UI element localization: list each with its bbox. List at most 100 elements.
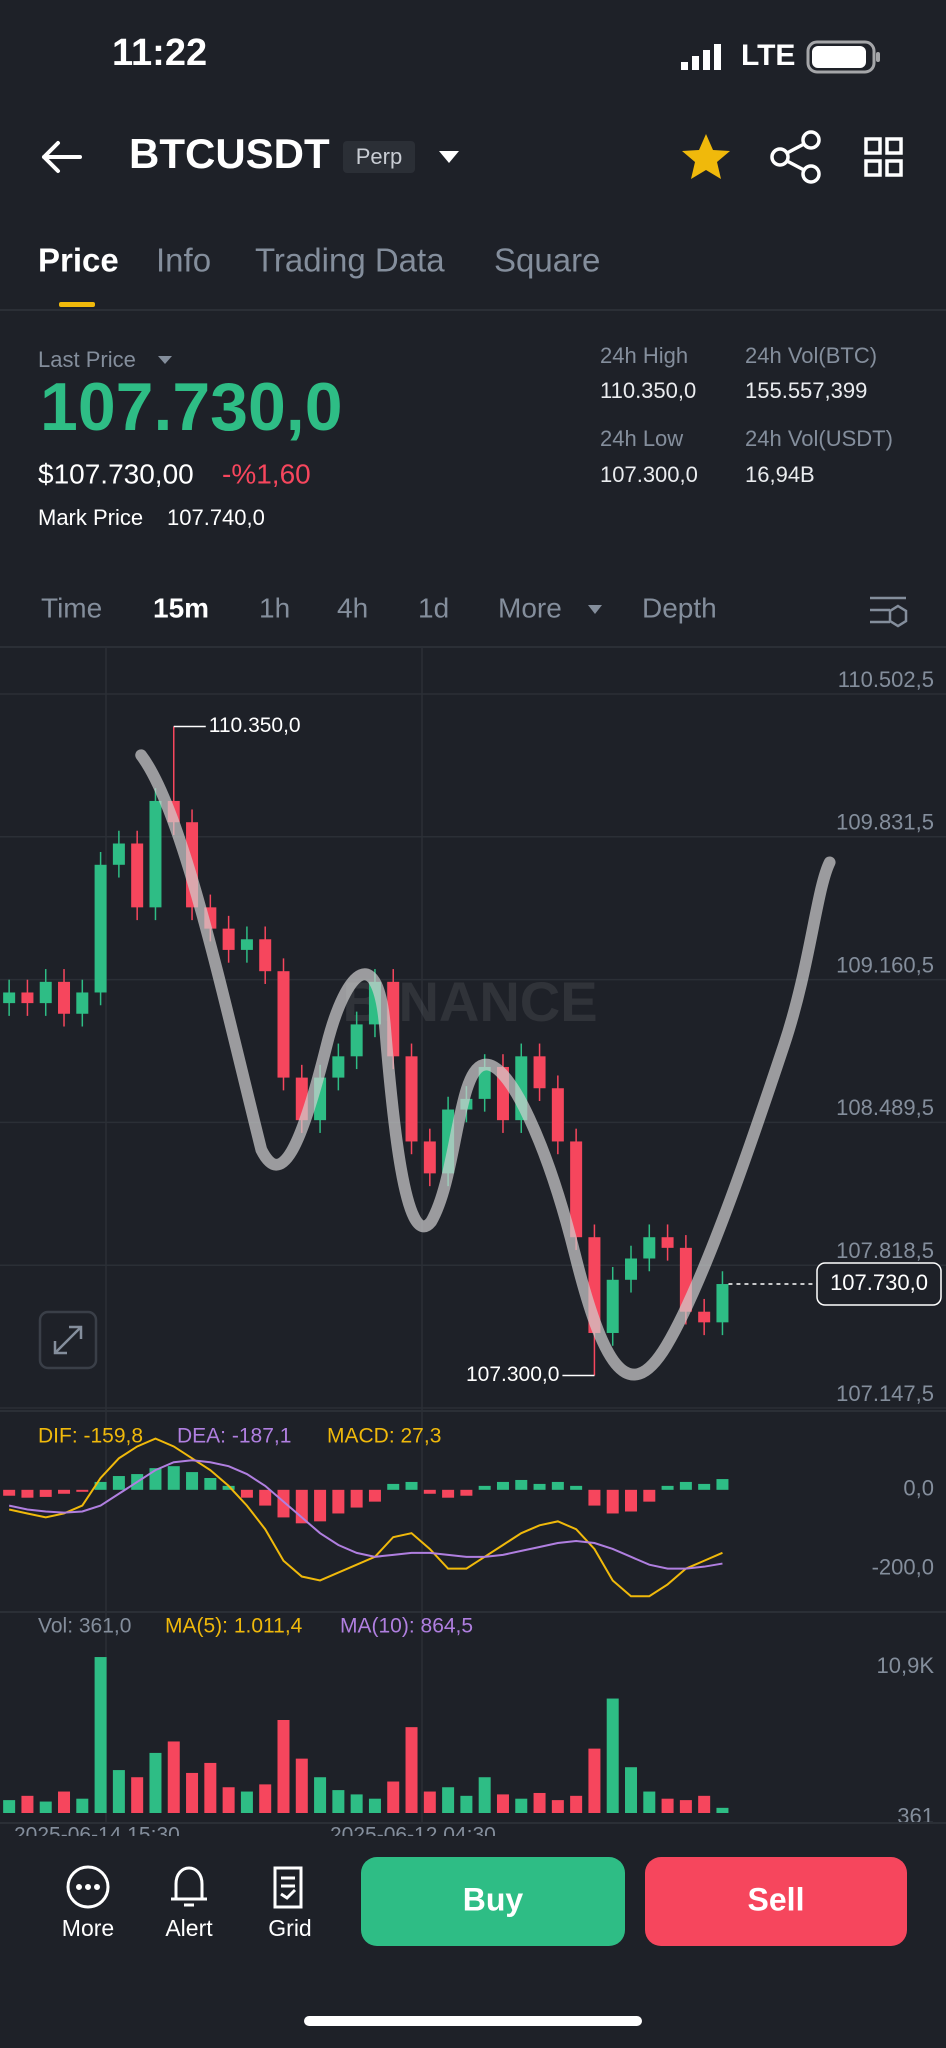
macd-bar xyxy=(332,1489,345,1514)
back-button[interactable] xyxy=(42,141,82,173)
interval-option[interactable]: Depth xyxy=(642,592,717,623)
macd-bar xyxy=(149,1468,162,1490)
y-tick-label: 107.147,5 xyxy=(836,1381,934,1406)
candle-body xyxy=(332,1056,345,1078)
macd-bar xyxy=(21,1489,34,1498)
interval-option[interactable]: 15m xyxy=(153,592,209,623)
stat-label: 24h Vol(BTC) xyxy=(745,343,877,368)
volume-bar xyxy=(460,1795,473,1813)
stat-label: 24h Low xyxy=(600,426,683,451)
date-axis: 2025-06-14 15:30 2025-06-12 04:30 xyxy=(14,1824,496,1836)
volume-bar xyxy=(3,1800,16,1813)
macd-bar xyxy=(460,1489,473,1496)
macd-bar xyxy=(606,1489,619,1514)
volume-bar xyxy=(259,1784,272,1813)
nav-label[interactable]: More xyxy=(62,1915,114,1941)
macd-bar xyxy=(515,1479,528,1490)
last-price-dropdown[interactable] xyxy=(158,356,172,364)
interval-option[interactable]: 4h xyxy=(337,592,368,623)
macd-bar xyxy=(58,1489,71,1494)
layout-button[interactable] xyxy=(864,137,903,177)
current-price-tag xyxy=(816,1262,942,1306)
tab[interactable]: Price xyxy=(38,242,119,279)
favorite-star[interactable] xyxy=(682,134,730,179)
macd-bar xyxy=(423,1489,436,1494)
fullscreen-button[interactable] xyxy=(38,1310,98,1370)
macd-bar xyxy=(478,1485,491,1490)
macd-bar xyxy=(661,1485,674,1490)
volume-bar xyxy=(314,1777,327,1813)
candle-body xyxy=(58,981,71,1014)
grid-icon[interactable] xyxy=(273,1866,303,1909)
macd-bar xyxy=(3,1489,16,1496)
macd-bar xyxy=(94,1481,107,1490)
y-tick-label: 109.160,5 xyxy=(836,952,934,977)
volume-bar xyxy=(387,1781,400,1813)
nav-label[interactable]: Grid xyxy=(268,1915,311,1941)
volume-bar xyxy=(222,1787,235,1813)
symbol[interactable]: BTCUSDT xyxy=(129,130,330,177)
stat-label: 24h Vol(USDT) xyxy=(745,426,893,451)
interval-option[interactable]: More xyxy=(498,592,562,623)
candle-body xyxy=(277,971,290,1078)
macd-bar xyxy=(39,1489,52,1497)
y-tick-label: 110.502,5 xyxy=(838,667,934,692)
max-price-label: 110.350,0 xyxy=(209,714,301,737)
alert-icon[interactable] xyxy=(171,1866,207,1907)
macd-bar xyxy=(259,1489,272,1506)
volume-bar xyxy=(204,1762,217,1813)
interval-option[interactable]: 1h xyxy=(259,592,290,623)
volume-bar xyxy=(606,1698,619,1813)
y-tick-label: 361 xyxy=(897,1804,934,1829)
candle-body xyxy=(478,1066,491,1099)
macd-legend: DIF: -159,8 xyxy=(38,1425,143,1448)
symbol-dropdown[interactable] xyxy=(439,151,459,163)
network-label: LTE xyxy=(741,39,795,72)
volume-bar xyxy=(405,1727,418,1813)
mark-price-label: Mark Price xyxy=(38,505,143,530)
y-tick-label: 0,0 xyxy=(903,1476,934,1501)
candle-body xyxy=(661,1237,674,1248)
macd-bar xyxy=(112,1476,125,1490)
macd-bar xyxy=(679,1481,692,1490)
candle-body xyxy=(3,992,16,1004)
volume-bar xyxy=(94,1657,107,1813)
more-dropdown[interactable] xyxy=(588,605,602,614)
volume-bar xyxy=(58,1791,71,1813)
buy-label[interactable]: Buy xyxy=(463,1881,524,1917)
interval-option[interactable]: Time xyxy=(41,592,102,623)
tab[interactable]: Square xyxy=(494,242,600,279)
stat-value: 107.300,0 xyxy=(600,462,698,487)
y-tick-label: 108.489,5 xyxy=(836,1095,934,1120)
candle-body xyxy=(570,1141,583,1238)
macd-bar xyxy=(643,1489,656,1502)
macd-bar xyxy=(716,1479,729,1490)
tab[interactable]: Info xyxy=(156,242,211,279)
candle-body xyxy=(21,992,34,1004)
candle-body xyxy=(39,981,52,1004)
more-icon[interactable] xyxy=(66,1865,110,1909)
macd-bar xyxy=(76,1489,89,1492)
volume-bar xyxy=(588,1748,601,1813)
candle-body xyxy=(698,1311,711,1323)
home-indicator xyxy=(304,2016,642,2026)
nav-label[interactable]: Alert xyxy=(165,1915,213,1941)
buy-button[interactable] xyxy=(361,1857,625,1946)
interval-option[interactable]: 1d xyxy=(418,592,449,623)
macd-bar xyxy=(186,1472,199,1490)
candle-body xyxy=(94,864,107,993)
tab[interactable]: Trading Data xyxy=(255,242,445,279)
share-button[interactable] xyxy=(770,130,821,184)
chart-settings[interactable] xyxy=(870,596,908,628)
sell-label[interactable]: Sell xyxy=(748,1881,805,1917)
badge-bg xyxy=(343,141,415,173)
sell-button[interactable] xyxy=(645,1857,907,1946)
stat-value: 110.350,0 xyxy=(600,378,696,403)
candle-body xyxy=(259,939,272,972)
candle-body xyxy=(112,843,125,865)
hand-drawn-annotation xyxy=(135,749,836,1381)
volume-label: Vol: 361,0 xyxy=(38,1615,131,1638)
candle-body xyxy=(643,1237,656,1259)
volume-bar xyxy=(240,1791,253,1813)
